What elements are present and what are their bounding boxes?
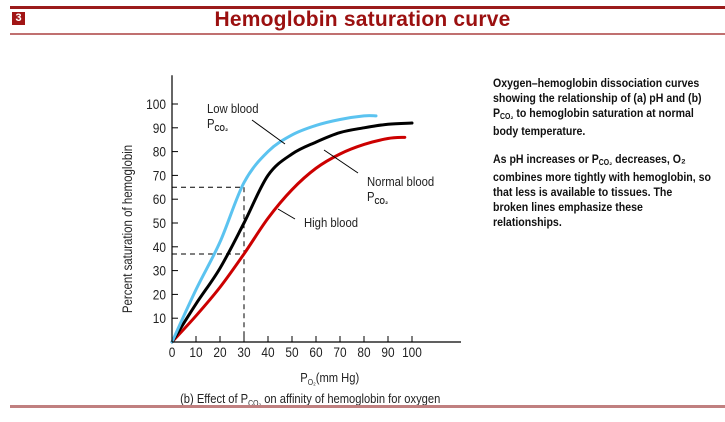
- curve-label-low: Low blood: [207, 101, 259, 116]
- caption-paragraph-1: Oxygen–hemoglobin dissociation curves sh…: [493, 76, 702, 139]
- x-axis-label-sub: O₂: [308, 377, 316, 387]
- y-tick-label: 30: [153, 263, 166, 279]
- figure-caption-sub: CO₂: [248, 398, 261, 408]
- x-tick-label: 100: [402, 344, 422, 360]
- figure-number-badge: 3: [12, 12, 25, 25]
- x-tick-label: 50: [285, 344, 298, 360]
- reference-dashed-lines: [172, 186, 245, 342]
- y-tick-label: 80: [153, 144, 166, 160]
- page-title: Hemoglobin saturation curve: [214, 8, 511, 31]
- curve-label-high: High blood: [304, 215, 358, 230]
- caption-line: combines more tightly with hemoglobin, s…: [493, 170, 711, 184]
- x-axis-label: PO₂(mm Hg): [300, 370, 359, 387]
- caption-line: relationships.: [493, 215, 562, 229]
- figure-caption: (b) Effect of PCO₂ on affinity of hemogl…: [180, 391, 440, 408]
- y-tick-label: 90: [153, 120, 166, 136]
- caption-line: broken lines emphasize these: [493, 200, 643, 214]
- curve-high: [170, 135, 407, 344]
- axes: 0 10 20 30 40 50 60 70 80 90 100 10 20 30 40 50 60 70 80 90…: [146, 75, 461, 360]
- y-tick-label: 50: [153, 215, 166, 231]
- x-tick-label: 0: [169, 344, 176, 360]
- y-tick-label: 70: [153, 168, 166, 184]
- caption-line: As pH increases or P: [493, 152, 599, 166]
- x-tick-label: 60: [309, 344, 322, 360]
- y-tick-label: 10: [153, 310, 166, 326]
- curve-low: [170, 114, 378, 344]
- caption-line: decreases, O₂: [612, 152, 686, 166]
- curve-label-pco2-low: PCO₂: [207, 116, 228, 133]
- x-axis-label-main: P: [300, 370, 307, 385]
- y-tick-label: 20: [153, 287, 166, 303]
- caption-subscript: CO₂: [598, 158, 613, 167]
- y-axis-label: Percent saturation of hemoglobin: [120, 145, 135, 313]
- x-tick-label: 90: [381, 344, 394, 360]
- y-tick-label: 100: [146, 96, 166, 112]
- x-tick-label: 70: [333, 344, 346, 360]
- caption-subscript: CO₂: [500, 112, 514, 121]
- y-tick-label: 60: [153, 191, 166, 207]
- curves: [170, 114, 414, 344]
- caption-line: Oxygen–hemoglobin dissociation curves: [493, 76, 700, 90]
- x-tick-label: 20: [213, 344, 226, 360]
- caption-line: that less is available to tissues. The: [493, 185, 673, 199]
- curve-label-pco2-normal: PCO₂: [367, 189, 388, 206]
- figure-caption-pre: (b) Effect of P: [180, 391, 248, 406]
- curve-label-normal: Normal blood: [367, 174, 434, 189]
- leader-line-low: [251, 119, 286, 145]
- caption-text: Oxygen–hemoglobin dissociation curves sh…: [493, 76, 711, 243]
- x-tick-label: 10: [189, 344, 202, 360]
- header-top-rule: [10, 6, 725, 9]
- x-axis-label-unit: (mm Hg): [316, 370, 359, 385]
- caption-line: showing the relationship of (a) pH and (…: [493, 91, 702, 105]
- y-tick-label: 40: [153, 239, 166, 255]
- footer-rule: [10, 405, 725, 408]
- caption-line: P: [493, 106, 501, 120]
- x-tick-label: 40: [261, 344, 274, 360]
- leader-line-normal: [323, 149, 359, 174]
- caption-line: to hemoglobin saturation at normal: [513, 106, 694, 120]
- caption-line: body temperature.: [493, 124, 586, 138]
- caption-paragraph-2: As pH increases or PCO₂ decreases, O₂ co…: [493, 152, 711, 230]
- figure-caption-post: on affinity of hemoglobin for oxygen: [261, 391, 440, 406]
- curve-normal: [170, 121, 414, 344]
- x-tick-label: 80: [357, 344, 370, 360]
- header-bottom-rule: [10, 33, 725, 35]
- leader-line-high: [277, 208, 296, 220]
- x-tick-label: 30: [237, 344, 250, 360]
